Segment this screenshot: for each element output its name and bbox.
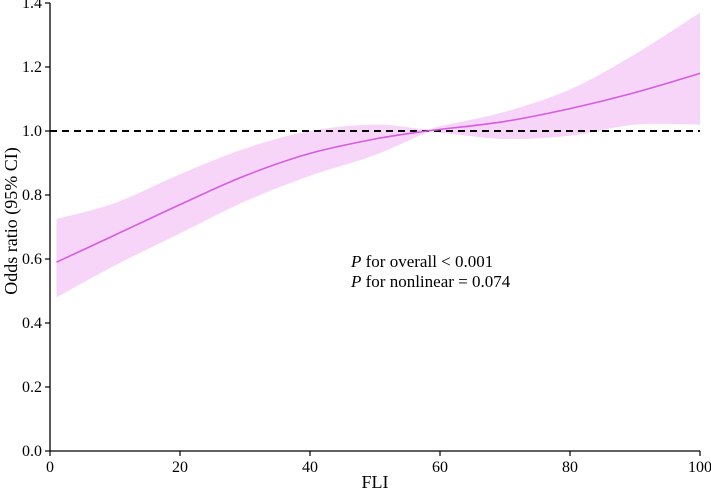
x-tick-label: 0 bbox=[46, 459, 54, 476]
axes bbox=[49, 3, 700, 452]
odds-ratio-line bbox=[56, 72, 701, 263]
y-axis-title: Odds ratio (95% CI) bbox=[1, 147, 22, 294]
y-tick-label: 0.8 bbox=[22, 187, 42, 204]
plot-area bbox=[50, 12, 701, 298]
x-axis-title: FLI bbox=[362, 472, 389, 492]
y-tick-label: 1.4 bbox=[22, 0, 42, 12]
annotation-p-overall: P for overall < 0.001 bbox=[350, 252, 493, 271]
y-tick-label: 1.0 bbox=[22, 123, 42, 140]
x-tick-label: 80 bbox=[562, 459, 578, 476]
ticks: 0 20 40 60 80 100 0.0 0.2 0.4 0.6 0.8 1.0 1.2 1.4 bbox=[22, 0, 711, 476]
annotation-p-nonlinear-italic: P bbox=[350, 272, 361, 291]
y-tick-label: 0.0 bbox=[22, 443, 42, 460]
x-tick-label: 100 bbox=[688, 459, 711, 476]
annotation-p-nonlinear: P for nonlinear = 0.074 bbox=[350, 272, 511, 291]
x-tick-label: 20 bbox=[172, 459, 188, 476]
y-tick-label: 1.2 bbox=[22, 59, 42, 76]
annotations: P for overall < 0.001 P for nonlinear = … bbox=[350, 252, 511, 291]
annotation-p-nonlinear-text: for nonlinear = 0.074 bbox=[361, 272, 510, 291]
x-tick-label: 60 bbox=[432, 459, 448, 476]
annotation-p-overall-italic: P bbox=[350, 252, 361, 271]
y-tick-label: 0.2 bbox=[22, 379, 42, 396]
y-tick-label: 0.6 bbox=[22, 251, 42, 268]
annotation-p-overall-text: for overall < 0.001 bbox=[361, 252, 493, 271]
x-tick-label: 40 bbox=[302, 459, 318, 476]
y-tick-label: 0.4 bbox=[22, 315, 42, 332]
